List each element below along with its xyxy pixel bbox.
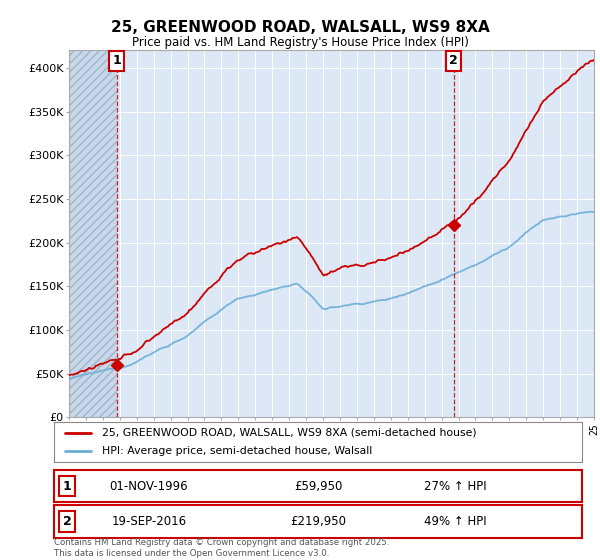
Text: 01-NOV-1996: 01-NOV-1996 — [110, 479, 188, 493]
Text: £59,950: £59,950 — [294, 479, 342, 493]
Text: Contains HM Land Registry data © Crown copyright and database right 2025.
This d: Contains HM Land Registry data © Crown c… — [54, 538, 389, 558]
Text: 2: 2 — [63, 515, 71, 528]
Text: 49% ↑ HPI: 49% ↑ HPI — [424, 515, 487, 528]
Text: 27% ↑ HPI: 27% ↑ HPI — [424, 479, 487, 493]
Text: 25, GREENWOOD ROAD, WALSALL, WS9 8XA (semi-detached house): 25, GREENWOOD ROAD, WALSALL, WS9 8XA (se… — [101, 428, 476, 437]
Text: 1: 1 — [113, 54, 121, 67]
Text: 2: 2 — [449, 54, 458, 67]
Text: 25, GREENWOOD ROAD, WALSALL, WS9 8XA: 25, GREENWOOD ROAD, WALSALL, WS9 8XA — [110, 20, 490, 35]
Text: Price paid vs. HM Land Registry's House Price Index (HPI): Price paid vs. HM Land Registry's House … — [131, 36, 469, 49]
Text: 19-SEP-2016: 19-SEP-2016 — [112, 515, 187, 528]
Text: HPI: Average price, semi-detached house, Walsall: HPI: Average price, semi-detached house,… — [101, 446, 372, 456]
Bar — [69, 50, 117, 417]
Text: 1: 1 — [63, 479, 71, 493]
Text: £219,950: £219,950 — [290, 515, 346, 528]
